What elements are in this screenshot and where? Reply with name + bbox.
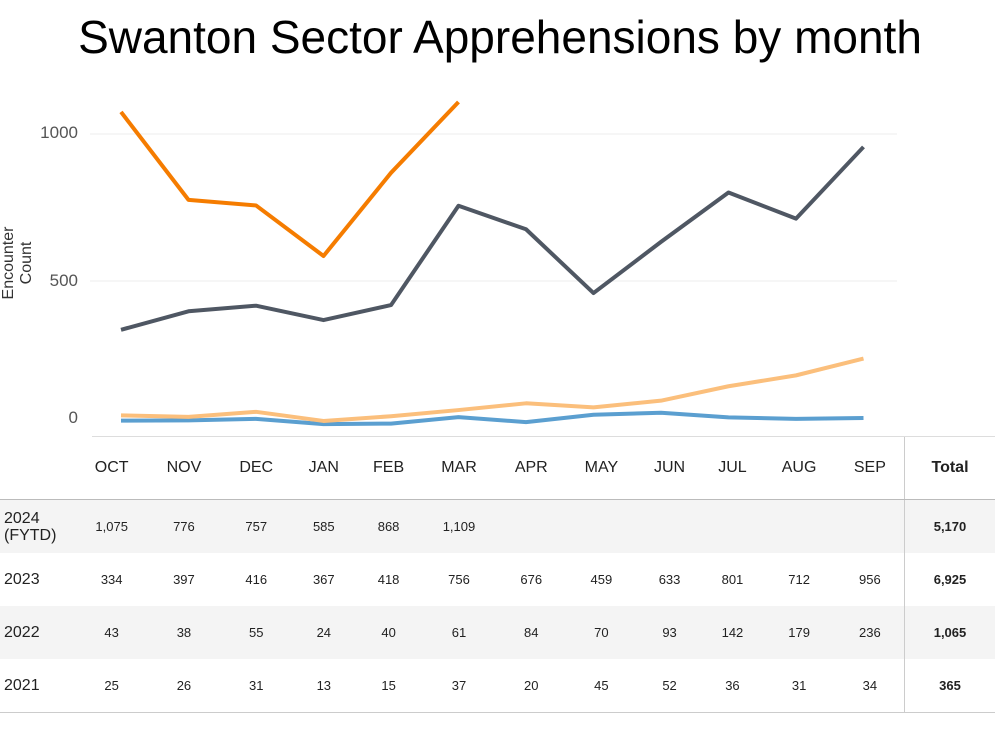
table-cell: 43 — [76, 606, 148, 659]
table-cell: 367 — [312, 572, 335, 587]
table-cell: 801 — [721, 572, 744, 587]
table-cell: 418 — [377, 572, 400, 587]
table-cell: 757 — [220, 499, 292, 553]
line-chart — [90, 100, 897, 427]
table-cell: 36 — [702, 659, 763, 713]
column-header: JUL — [702, 437, 763, 500]
column-header: SEP — [835, 437, 905, 500]
table-cell — [835, 499, 905, 553]
row-total: 6,925 — [904, 553, 995, 606]
y-tick-label: 500 — [49, 271, 78, 290]
table-cell: 15 — [355, 659, 422, 713]
table-header-row: OCT NOV DEC JAN FEB MAR APR MAY JUN JUL AUG SEP Tota… — [0, 437, 995, 500]
table-cell: 956 — [859, 572, 881, 587]
table-cell: 13 — [291, 659, 356, 713]
table-cell: 397 — [173, 572, 195, 587]
table-cell — [702, 499, 763, 553]
table-cell: 55 — [220, 606, 292, 659]
row-total: 365 — [904, 659, 995, 713]
table-cell: 93 — [636, 606, 703, 659]
table-cell: 34 — [835, 659, 905, 713]
column-header: FEB — [355, 437, 422, 500]
table-cell: 416 — [245, 572, 268, 587]
table-cell: 756 — [448, 572, 470, 587]
column-header: JUN — [636, 437, 703, 500]
row-label: 2022 — [0, 606, 76, 659]
table-row: 2022 43 38 55 24 40 61 84 70 93 142 179 236 1,065 — [0, 606, 995, 659]
column-header: DEC — [220, 437, 292, 500]
column-header: NOV — [147, 437, 221, 500]
chart-title: Swanton Sector Apprehensions by month — [78, 11, 922, 63]
table-top-border — [92, 436, 995, 437]
table-cell: 676 — [520, 572, 543, 587]
table-cell: 1,109 — [421, 499, 497, 553]
row-label: 2024 (FYTD) — [0, 499, 76, 553]
row-label: 2023 — [4, 571, 40, 588]
row-total: 5,170 — [904, 499, 995, 553]
table-cell: 1,075 — [76, 499, 148, 553]
series-line-2023 — [120, 145, 865, 332]
column-header: MAY — [566, 437, 637, 500]
table-cell: 38 — [147, 606, 221, 659]
row-total: 1,065 — [904, 606, 995, 659]
table-cell: 31 — [762, 659, 836, 713]
table-row: 2021 25 26 31 13 15 37 20 45 52 36 31 34 365 — [0, 659, 995, 713]
table-cell: 776 — [147, 499, 221, 553]
table-cell: 334 — [100, 572, 123, 587]
y-tick-label: 0 — [68, 408, 78, 427]
table-cell — [566, 499, 637, 553]
y-axis-label: Encounter Count — [0, 226, 35, 300]
table-cell — [636, 499, 703, 553]
table-cell: 40 — [355, 606, 422, 659]
table-cell: 37 — [421, 659, 497, 713]
series-line-2024 — [119, 100, 460, 259]
table-cell: 459 — [590, 572, 613, 587]
table-cell: 52 — [636, 659, 703, 713]
table-cell: 712 — [788, 572, 810, 587]
table-cell: 585 — [291, 499, 356, 553]
column-header: AUG — [762, 437, 836, 500]
table-cell: 25 — [76, 659, 148, 713]
data-table: OCT NOV DEC JAN FEB MAR APR MAY JUN JUL AUG SEP Tota… — [0, 437, 995, 713]
y-tick-label: 1000 — [40, 123, 78, 142]
table-cell: 633 — [658, 572, 681, 587]
row-label: 2021 — [0, 659, 76, 713]
table-cell — [496, 499, 567, 553]
table-cell: 84 — [496, 606, 567, 659]
table-cell: 20 — [496, 659, 567, 713]
table-cell: 61 — [421, 606, 497, 659]
table-cell: 236 — [835, 606, 905, 659]
table-row: 2024 (FYTD) 1,075 776 757 585 868 1,109 5,170 — [0, 499, 995, 553]
table-cell: 26 — [147, 659, 221, 713]
table-cell — [762, 499, 836, 553]
table-cell: 70 — [566, 606, 637, 659]
column-header-total: Total — [904, 437, 995, 500]
table-cell: 45 — [566, 659, 637, 713]
table-cell: 31 — [220, 659, 292, 713]
series-line-2021 — [120, 410, 864, 427]
table-cell: 868 — [355, 499, 422, 553]
table-cell: 142 — [702, 606, 763, 659]
column-header: APR — [496, 437, 567, 500]
column-header: JAN — [291, 437, 356, 500]
column-header: OCT — [76, 437, 148, 500]
table-cell: 24 — [291, 606, 356, 659]
column-header: MAR — [421, 437, 497, 500]
header-blank — [0, 437, 76, 500]
series-line-2022 — [120, 356, 864, 423]
table-cell: 179 — [762, 606, 836, 659]
table-row: 2023 334 397 416 367 418 756 676 459 633 801 712 956… — [0, 553, 995, 606]
